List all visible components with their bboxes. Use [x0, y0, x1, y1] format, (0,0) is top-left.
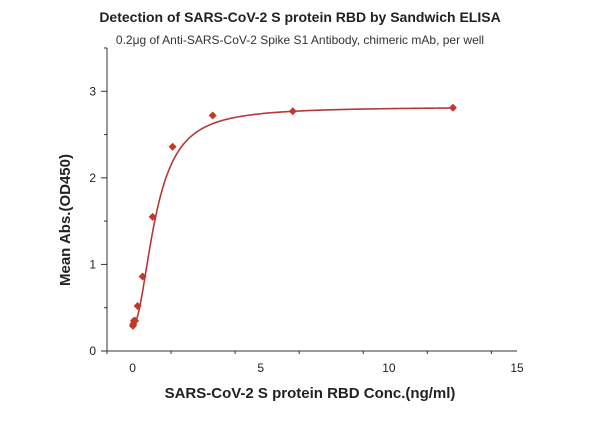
chart-subtitle: 0.2μg of Anti-SARS-CoV-2 Spike S1 Antibo… — [115, 33, 485, 47]
data-point — [131, 316, 140, 325]
data-point — [448, 103, 457, 112]
x-axis-title: SARS-CoV-2 S protein RBD Conc.(ng/ml) — [165, 385, 456, 402]
chart-title: Detection of SARS-CoV-2 S protein RBD by… — [99, 9, 501, 25]
x-tick-label: 5 — [257, 361, 264, 375]
x-tick-label: 0 — [129, 361, 136, 375]
data-point — [208, 111, 217, 120]
data-point — [133, 301, 142, 310]
fit-curve-line — [132, 107, 453, 327]
data-point — [148, 212, 157, 221]
y-tick-label: 3 — [89, 84, 96, 98]
x-tick-label: 10 — [382, 361, 396, 375]
data-point — [288, 107, 297, 116]
data-point — [168, 142, 177, 151]
data-point — [138, 272, 147, 281]
fit-curve — [132, 107, 453, 327]
y-axis-title: Mean Abs.(OD450) — [57, 154, 74, 286]
axes: 0 5 10 15 0 1 2 3 — [89, 47, 524, 375]
y-tick-label: 2 — [89, 171, 96, 185]
data-points — [128, 103, 457, 330]
y-tick-label: 0 — [89, 344, 96, 358]
y-tick-label: 1 — [89, 257, 96, 271]
x-tick-label: 15 — [510, 361, 524, 375]
